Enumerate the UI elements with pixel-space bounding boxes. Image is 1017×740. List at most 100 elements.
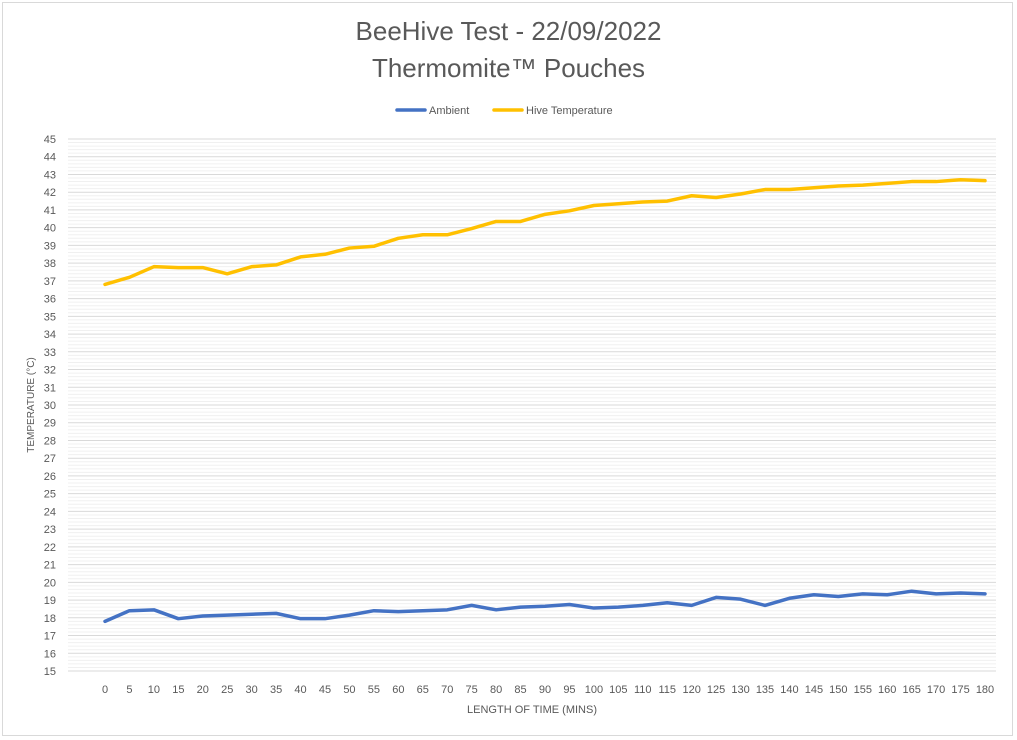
data-point <box>177 266 180 269</box>
data-point <box>568 603 571 606</box>
x-tick-label: 75 <box>466 684 478 696</box>
data-point <box>470 604 473 607</box>
series-line-ambient <box>103 589 987 624</box>
legend-label: Hive Temperature <box>526 105 613 117</box>
data-point <box>299 255 302 258</box>
data-point <box>519 606 522 609</box>
data-point <box>984 592 987 595</box>
x-tick-label: 30 <box>246 684 258 696</box>
x-tick-label: 125 <box>707 684 725 696</box>
data-point <box>788 188 791 191</box>
data-point <box>715 196 718 199</box>
data-point <box>666 601 669 604</box>
x-tick-label: 25 <box>221 684 233 696</box>
y-tick-label: 22 <box>44 542 56 554</box>
y-tick-label: 21 <box>44 560 56 572</box>
data-point <box>446 233 449 236</box>
series-line-hive-temperature <box>103 178 987 287</box>
data-point <box>226 272 229 275</box>
data-point <box>324 253 327 256</box>
x-tick-label: 110 <box>634 684 652 696</box>
y-tick-label: 24 <box>44 506 56 518</box>
data-point <box>397 610 400 613</box>
data-point <box>275 263 278 266</box>
y-tick-label: 23 <box>44 524 56 536</box>
x-tick-label: 65 <box>417 684 429 696</box>
x-tick-label: 80 <box>490 684 502 696</box>
y-tick-label: 34 <box>44 329 56 341</box>
data-point <box>495 220 498 223</box>
data-point <box>812 593 815 596</box>
data-point <box>372 609 375 612</box>
data-point <box>739 598 742 601</box>
data-point <box>788 597 791 600</box>
y-tick-label: 36 <box>44 294 56 306</box>
x-tick-label: 20 <box>197 684 209 696</box>
data-point <box>324 617 327 620</box>
data-point <box>910 590 913 593</box>
x-tick-label: 105 <box>609 684 627 696</box>
x-tick-label: 130 <box>731 684 749 696</box>
x-tick-label: 60 <box>392 684 404 696</box>
data-point <box>837 184 840 187</box>
data-point <box>201 266 204 269</box>
data-point <box>495 608 498 611</box>
y-tick-label: 25 <box>44 489 56 501</box>
data-point <box>152 608 155 611</box>
x-tick-label: 180 <box>976 684 994 696</box>
y-tick-label: 18 <box>44 613 56 625</box>
y-tick-label: 28 <box>44 435 56 447</box>
data-point <box>250 265 253 268</box>
x-tick-label: 35 <box>270 684 282 696</box>
data-point <box>177 617 180 620</box>
data-point <box>397 237 400 240</box>
data-point <box>715 596 718 599</box>
x-tick-label: 160 <box>878 684 896 696</box>
x-tick-label: 175 <box>951 684 969 696</box>
x-tick-label: 120 <box>682 684 700 696</box>
x-tick-label: 100 <box>585 684 603 696</box>
data-point <box>886 593 889 596</box>
x-tick-label: 85 <box>514 684 526 696</box>
y-axis-label: TEMPERATURE (°C) <box>26 357 37 452</box>
y-tick-label: 42 <box>44 187 56 199</box>
data-point <box>592 607 595 610</box>
data-point <box>984 179 987 182</box>
y-tick-label: 41 <box>44 205 56 217</box>
data-point <box>421 233 424 236</box>
y-tick-label: 17 <box>44 631 56 643</box>
data-point <box>152 265 155 268</box>
x-axis-label: LENGTH OF TIME (MINS) <box>467 704 597 716</box>
y-tick-label: 32 <box>44 365 56 377</box>
data-point <box>641 200 644 203</box>
data-point <box>250 613 253 616</box>
x-tick-label: 5 <box>126 684 132 696</box>
data-point <box>886 182 889 185</box>
y-tick-label: 40 <box>44 223 56 235</box>
legend-label: Ambient <box>429 105 469 117</box>
data-point <box>299 617 302 620</box>
y-tick-label: 43 <box>44 169 56 181</box>
data-point <box>226 614 229 617</box>
x-tick-label: 50 <box>343 684 355 696</box>
x-tick-label: 90 <box>539 684 551 696</box>
x-tick-label: 0 <box>102 684 108 696</box>
data-point <box>764 604 767 607</box>
chart-subtitle: Thermomite™ Pouches <box>371 53 646 83</box>
x-tick-label: 40 <box>294 684 306 696</box>
y-tick-label: 16 <box>44 648 56 660</box>
data-point <box>959 591 962 594</box>
x-tick-label: 150 <box>829 684 847 696</box>
data-point <box>421 609 424 612</box>
data-point <box>128 609 131 612</box>
x-tick-label: 10 <box>148 684 160 696</box>
data-point <box>470 227 473 230</box>
y-tick-label: 29 <box>44 418 56 430</box>
data-point <box>959 178 962 181</box>
chart-title: BeeHive Test - 22/09/2022 <box>355 16 662 46</box>
data-point <box>568 209 571 212</box>
y-tick-label: 19 <box>44 595 56 607</box>
x-tick-label: 135 <box>756 684 774 696</box>
x-tick-label: 45 <box>319 684 331 696</box>
